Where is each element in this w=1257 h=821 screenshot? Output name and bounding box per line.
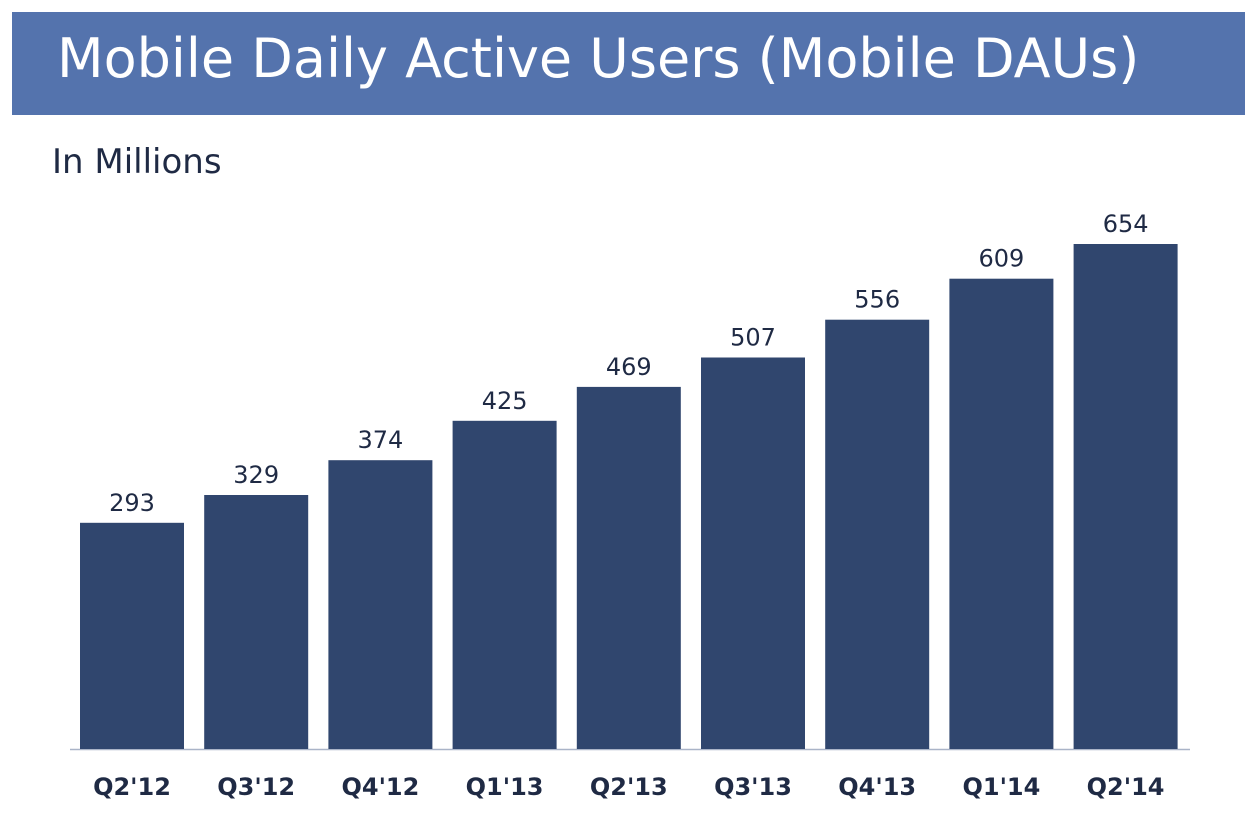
category-labels-group: Q2'12 Q3'12 Q4'12 Q1'13 Q2'13 Q3'13 Q4'13 Q1'14…: [93, 773, 1164, 801]
value-labels-group: 293 329 374 425 469 507 556 609 654: [109, 210, 1148, 517]
value-label-5: 507: [730, 324, 776, 352]
title-banner: Mobile Daily Active Users (Mobile DAUs): [12, 12, 1245, 115]
bar-7: [949, 278, 1054, 749]
bars-group: [80, 244, 1178, 749]
value-label-8: 654: [1103, 210, 1149, 238]
category-label-0: Q2'12: [93, 773, 171, 801]
chart-subtitle: In Millions: [52, 142, 222, 182]
bar-2: [328, 460, 433, 749]
category-label-3: Q1'13: [466, 773, 544, 801]
value-label-7: 609: [978, 245, 1024, 273]
value-label-2: 374: [357, 426, 403, 454]
value-label-6: 556: [854, 286, 900, 314]
value-label-4: 469: [606, 353, 652, 381]
bar-0: [80, 522, 184, 749]
value-label-1: 329: [233, 461, 279, 489]
category-label-2: Q4'12: [341, 773, 419, 801]
chart-title: Mobile Daily Active Users (Mobile DAUs): [57, 27, 1140, 90]
category-label-1: Q3'12: [217, 773, 295, 801]
value-label-0: 293: [109, 489, 155, 517]
bar-4: [576, 386, 681, 749]
bar-3: [452, 420, 557, 749]
category-label-6: Q4'13: [838, 773, 916, 801]
bar-5: [701, 357, 805, 749]
category-label-7: Q1'14: [962, 773, 1040, 801]
bar-1: [204, 495, 309, 749]
category-label-5: Q3'13: [714, 773, 792, 801]
bar-8: [1073, 244, 1178, 749]
bar-6: [825, 319, 930, 749]
value-label-3: 425: [482, 387, 528, 415]
category-label-4: Q2'13: [590, 773, 668, 801]
category-label-8: Q2'14: [1087, 773, 1165, 801]
